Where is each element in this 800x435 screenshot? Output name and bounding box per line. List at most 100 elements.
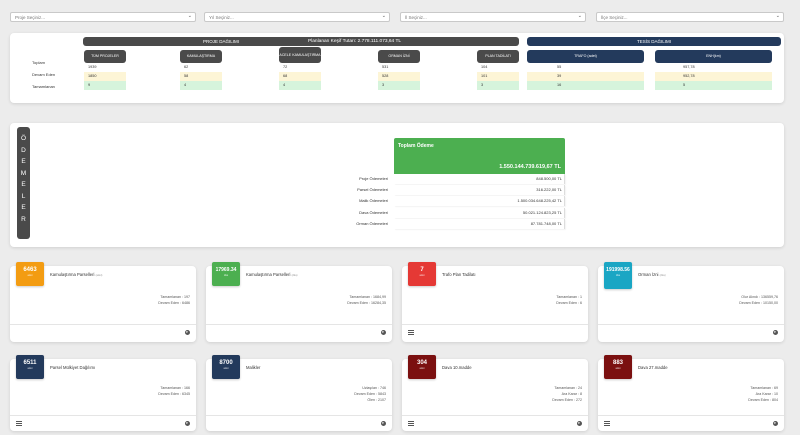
yil-select-placeholder: Yıl Seçiniz...: [209, 15, 234, 20]
card-stat: Tamamlanan : 1684,99: [349, 295, 386, 299]
pie-chart-icon[interactable]: [185, 421, 190, 426]
card-title: Dava 10.madde: [442, 365, 472, 370]
toplam-odeme-box: Toplam Ödeme 1.550.144.739.619,67 TL: [394, 138, 565, 174]
payment-row: [394, 196, 565, 206]
card-malikler: 8700 adet Malikler Uzlaşılan : 746 Devam…: [206, 355, 392, 431]
card-stat: Devam Eden : 6486: [158, 301, 190, 305]
il-select[interactable]: İl Seçiniz... ⌄: [400, 12, 586, 22]
cell-toplam: 1939: [84, 63, 126, 72]
orman-odemeleri-label: Orman Ödemeleri: [356, 221, 388, 226]
cell-tamamlanan: 9: [84, 81, 126, 90]
pie-chart-icon[interactable]: [577, 421, 582, 426]
row-label-tamamlanan: Tamamlanan: [32, 84, 55, 89]
card-stat: Ara Karar : 10: [755, 392, 778, 396]
cell-tamamlanan: 5: [655, 81, 772, 90]
column-trafo: TRAFO (adet) 55 39 16: [527, 50, 644, 90]
toplam-odeme-value: 1.550.144.739.619,67 TL: [499, 164, 561, 170]
card-value: 6511: [23, 360, 37, 366]
tesis-dagilimi-header: TESİS DAĞILIMI: [636, 39, 671, 44]
vtab-letter: Ö: [20, 135, 27, 142]
card-value: 8700: [219, 360, 233, 366]
card-subtitle: (adet): [95, 274, 103, 277]
cell-tamamlanan: 4: [279, 81, 321, 90]
card-stat: Uzlaşılan : 746: [362, 386, 386, 390]
kesif-tutari: Planlanan Keşif Tutarı: 2.778.111.073,64…: [308, 39, 402, 44]
pie-chart-icon[interactable]: [185, 330, 190, 335]
column-orman-izni: ORMAN İZNİ 531 528 3: [378, 50, 420, 90]
column-acele-kamulastirma: ACELE KAMULAŞTIRMA 72 68 4: [279, 47, 321, 90]
cell-devam: 68: [279, 72, 321, 81]
card-divider: [206, 415, 392, 416]
cell-devam: 952,78: [655, 72, 772, 81]
cell-tamamlanan: 3: [378, 81, 420, 90]
card-title-text: Dava 27.madde: [638, 365, 668, 370]
proje-odemeleri-label: Proje Ödemeleri: [359, 176, 388, 181]
card-title-text: Malikler: [246, 365, 261, 370]
card-title-text: Kamulaştırma Parselleri: [50, 272, 95, 277]
card-title: Orman İzni (dka): [638, 272, 666, 277]
cell-tamamlanan: 3: [477, 81, 519, 90]
summary-panel: PROJE DAĞILIMI Planlanan Keşif Tutarı: 2…: [10, 33, 784, 103]
row-label-devam: Devam Eden: [32, 72, 56, 77]
card-trafo-plan: 7 adet Trafo Plan Tadilatı Tamamlanan : …: [402, 262, 588, 342]
card-title: Dava 27.madde: [638, 365, 668, 370]
menu-icon[interactable]: [408, 421, 414, 426]
card-title-text: Parsel Mülkiyet Dağılımı: [50, 365, 96, 370]
card-unit: adet: [27, 367, 33, 370]
vtab-letter: R: [21, 215, 26, 223]
proje-select[interactable]: Proje Seçiniz... ⌄: [10, 12, 196, 22]
cell-tamamlanan: 16: [527, 81, 644, 90]
yil-select[interactable]: Yıl Seçiniz... ⌄: [204, 12, 390, 22]
payment-row: [394, 219, 565, 229]
card-divider: [10, 415, 196, 416]
menu-icon[interactable]: [604, 421, 610, 426]
chevron-down-icon: ⌄: [381, 13, 386, 19]
menu-icon[interactable]: [16, 421, 22, 426]
column-title: TÜM PROJELER: [84, 50, 126, 63]
card-stat: Olur Alındı : 136559,76: [741, 295, 778, 299]
toplam-odeme-title: Toplam Ödeme: [398, 143, 434, 149]
card-stat: Tamamlanan : 166: [160, 386, 190, 390]
cell-devam: 101: [477, 72, 519, 81]
vtab-letter: E: [21, 158, 26, 165]
chevron-down-icon: ⌄: [577, 13, 582, 19]
ilce-select[interactable]: İlçe Seçiniz... ⌄: [596, 12, 784, 22]
card-title: Malikler: [246, 365, 260, 370]
card-subtitle: (dka): [291, 274, 298, 277]
menu-icon[interactable]: [408, 330, 414, 335]
pie-chart-icon[interactable]: [773, 421, 778, 426]
card-dava-10: 304 adet Dava 10.madde Tamamlanan : 24 A…: [402, 355, 588, 431]
card-kamulastirma-adet: 6463 adet Kamulaştırma Parselleri (adet)…: [10, 262, 196, 342]
pie-chart-icon[interactable]: [773, 330, 778, 335]
card-divider: [598, 415, 784, 416]
cell-toplam: 55: [527, 63, 644, 72]
cell-devam: 39: [527, 72, 644, 81]
card-unit: adet: [419, 274, 425, 277]
column-kamulastirma: KAMULAŞTIRMA 62 58 4: [180, 50, 222, 90]
orman-odemeleri-value: 87.781.748,00 TL: [530, 221, 562, 226]
proje-dagilimi-bar: PROJE DAĞILIMI Planlanan Keşif Tutarı: 2…: [83, 37, 519, 46]
cell-devam: 1850: [84, 72, 126, 81]
card-divider: [402, 324, 588, 325]
card-title-text: Dava 10.madde: [442, 365, 472, 370]
proje-dagilimi-header: PROJE DAĞILIMI: [203, 39, 240, 44]
column-title: PLAN TADİLATI: [477, 50, 519, 63]
row-label-toplam: Toplam: [32, 60, 45, 65]
card-value: 6463: [23, 267, 37, 273]
payment-row: [394, 174, 565, 184]
card-value: 304: [416, 360, 427, 366]
parsel-odemeleri-label: Parsel Ödemeleri: [357, 187, 388, 192]
parsel-odemeleri-value: 316.222,00 TL: [536, 187, 562, 192]
vtab-letter: E: [21, 181, 26, 188]
card-stat: Devam Eden : 272: [552, 398, 582, 402]
pie-chart-icon[interactable]: [381, 330, 386, 335]
payment-row: [394, 208, 565, 218]
card-stat: Devam Eden : 6: [556, 301, 582, 305]
card-stat: Devam Eden : 10150,00: [739, 301, 778, 305]
cell-toplam: 531: [378, 63, 420, 72]
proje-odemeleri-value: 848.500,00 TL: [536, 176, 562, 181]
card-title: Trafo Plan Tadilatı: [442, 272, 476, 277]
card-title: Kamulaştırma Parselleri (dka): [246, 272, 298, 277]
cell-tamamlanan: 4: [180, 81, 222, 90]
pie-chart-icon[interactable]: [381, 421, 386, 426]
